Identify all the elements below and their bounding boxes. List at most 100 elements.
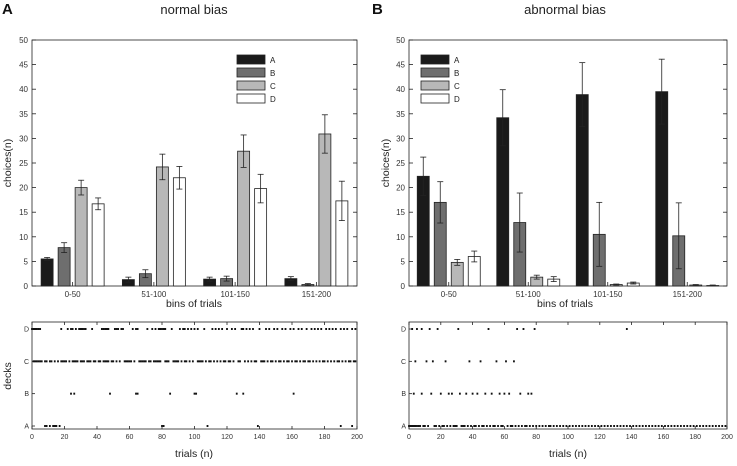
y-tick-label: 10	[19, 233, 28, 242]
trial-dot-c	[164, 360, 167, 363]
trial-dot-c	[68, 360, 71, 363]
trial-dot-a	[552, 425, 555, 427]
trial-dot-c	[333, 360, 336, 363]
trial-dot-c	[139, 360, 142, 363]
trial-dot-a	[724, 425, 727, 427]
trial-dot-d	[240, 328, 243, 330]
trial-dot-a	[535, 425, 538, 427]
y-tick-label: 50	[19, 36, 28, 45]
trial-dot-c	[299, 360, 302, 363]
trial-dot-c	[239, 360, 241, 363]
trial-dot-a	[446, 425, 449, 427]
trial-dot-b	[503, 392, 506, 395]
trial-dot-b	[109, 392, 111, 395]
trial-dot-a	[497, 425, 499, 427]
trial-dot-a	[481, 425, 484, 427]
y-tick-label: C	[401, 359, 406, 366]
y-tick-label: 20	[396, 184, 405, 193]
trial-dot-a	[58, 425, 61, 427]
x-tick-label: 200	[351, 434, 363, 441]
trial-dot-d	[81, 328, 84, 330]
trial-dot-d	[325, 328, 328, 330]
bar-d	[91, 203, 105, 287]
y-tick-label: 50	[396, 36, 405, 45]
trial-dot-c	[35, 360, 38, 363]
trial-dot-c	[60, 360, 63, 363]
trial-dot-d	[74, 328, 77, 330]
trial-dot-d	[102, 328, 105, 330]
trial-dot-a	[575, 425, 577, 427]
trial-dot-a	[670, 425, 673, 427]
trial-dot-a	[594, 425, 596, 427]
trial-dot-a	[721, 425, 724, 427]
trial-dot-d	[34, 328, 37, 330]
trial-dot-d	[420, 328, 423, 330]
trial-dot-c	[73, 360, 76, 363]
trial-dot-c	[349, 360, 352, 363]
bar-c	[74, 187, 88, 287]
legend-swatch-c	[420, 80, 450, 91]
trial-dot-d	[242, 328, 245, 330]
trial-dot-c	[208, 360, 211, 363]
trial-dot-a	[695, 425, 698, 427]
trial-dot-d	[265, 328, 267, 330]
x-tick-label: 0	[407, 434, 411, 441]
trial-dot-d	[351, 328, 354, 330]
trial-dot-d	[258, 328, 261, 330]
trial-dot-a	[625, 425, 628, 427]
trial-dot-c	[263, 360, 266, 363]
trial-dot-a	[718, 425, 720, 427]
trial-dot-b	[292, 392, 295, 395]
trial-dot-c	[94, 360, 97, 363]
trial-dot-a	[600, 425, 603, 427]
panel-b-lower-xlabel: trials (n)	[549, 448, 587, 460]
trial-dot-a	[463, 425, 466, 427]
trial-dot-c	[165, 360, 168, 363]
x-tick-label: 60	[501, 434, 509, 441]
legend-label-d: D	[270, 95, 276, 104]
trial-dot-a	[660, 425, 663, 427]
trial-dot-a	[549, 425, 552, 427]
trial-dot-c	[74, 360, 77, 363]
trial-dot-b	[136, 392, 139, 395]
trial-dot-a	[452, 425, 455, 427]
x-tick-label: 80	[532, 434, 540, 441]
trial-dot-a	[433, 425, 436, 427]
trial-dot-c	[250, 360, 253, 363]
trial-dot-d	[157, 328, 160, 330]
trial-dot-c	[130, 360, 133, 363]
trial-dot-c	[352, 360, 355, 363]
trial-dot-a	[514, 425, 517, 427]
trial-dot-c	[144, 360, 147, 363]
trial-dot-d	[113, 328, 116, 330]
trial-dot-c	[86, 360, 89, 363]
y-tick-label: 45	[19, 61, 28, 70]
trial-dot-a	[645, 425, 647, 427]
trial-dot-a	[711, 425, 714, 427]
trial-dot-d	[37, 328, 40, 330]
trial-dot-d	[146, 328, 149, 330]
x-tick-label: 0	[30, 434, 34, 441]
trial-dot-b	[420, 392, 423, 395]
trial-dot-d	[84, 328, 87, 330]
trial-dot-a	[48, 425, 51, 427]
trial-dot-a	[679, 425, 682, 427]
y-tick-label: 15	[19, 208, 28, 217]
legend-label-d: D	[454, 95, 460, 104]
trial-dot-c	[294, 360, 297, 363]
trial-dot-c	[444, 360, 447, 363]
trial-dot-c	[260, 360, 263, 363]
trial-dot-d	[196, 328, 199, 330]
trial-dot-c	[175, 360, 178, 363]
trial-dot-a	[408, 425, 410, 427]
trial-dot-c	[167, 360, 170, 363]
trial-dot-c	[286, 360, 289, 363]
trial-dot-c	[105, 360, 108, 363]
trial-dot-a	[635, 425, 638, 427]
x-tick-label: 151-200	[302, 290, 332, 299]
y-tick-label: 35	[19, 110, 28, 119]
trial-dot-c	[347, 360, 350, 363]
trial-dot-b	[430, 392, 433, 395]
trial-dot-c	[76, 360, 79, 363]
